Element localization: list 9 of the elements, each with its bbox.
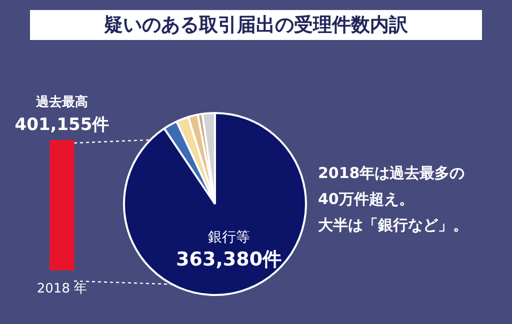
slice-label: 銀行等 bbox=[208, 229, 250, 246]
text: 過去最高 bbox=[35, 94, 88, 110]
chart-title: 疑いのある取引届出の受理件数内訳 bbox=[30, 10, 482, 40]
data-label: 363,380件 bbox=[176, 248, 282, 270]
x-tick-label: 2018 年 bbox=[36, 282, 88, 297]
text: 40万件超え。 bbox=[318, 189, 415, 210]
text: 2018年は過去最多の bbox=[318, 163, 466, 184]
data-label: 401,155件 bbox=[14, 115, 110, 135]
text: 大半は「銀行など」。 bbox=[318, 215, 468, 236]
